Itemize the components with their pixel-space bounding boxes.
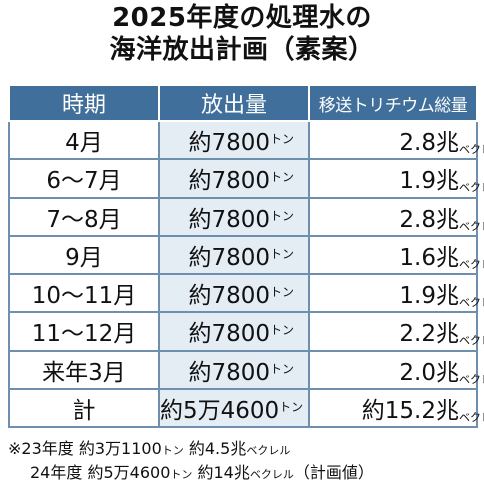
amount-value: 約7800	[188, 244, 270, 271]
title-line-2: 海洋放出計画（素案）	[109, 35, 375, 65]
ton-unit: トン	[269, 323, 294, 338]
tritium-value: 1.9	[399, 168, 436, 195]
note-amount: 約3万1100	[78, 439, 162, 458]
period-cell: 6～7月	[8, 158, 160, 199]
becquerel-unit: ベクレル	[459, 257, 484, 271]
ton-unit: トン	[269, 285, 294, 300]
period-cell: 11～12月	[8, 311, 160, 352]
becquerel-unit: ベクレル	[459, 296, 484, 310]
note-bq-unit: ベクレル	[246, 444, 291, 457]
tritium-value: 2.8	[399, 206, 436, 233]
trillion-unit: 兆	[436, 206, 459, 233]
note-bq-unit: ベクレル	[249, 468, 294, 481]
tritium-cell: 2.8兆ベクレル	[308, 196, 484, 237]
becquerel-unit: ベクレル	[459, 410, 484, 424]
tritium-value: 2.8	[399, 130, 436, 157]
tritium-cell: 2.0兆ベクレル	[308, 349, 484, 390]
tritium-cell: 1.9兆ベクレル	[308, 272, 484, 314]
amount-value: 約5万4600	[160, 397, 280, 424]
amount-cell: 約7800トン	[158, 272, 310, 314]
note-tritium: 約4.5兆	[188, 439, 247, 458]
amount-cell: 約7800トン	[158, 311, 310, 352]
tritium-value: 1.9	[399, 283, 436, 310]
ton-unit: トン	[269, 246, 294, 261]
amount-value: 約7800	[188, 168, 270, 195]
tritium-cell: 2.8兆ベクレル	[308, 119, 484, 161]
note-suffix: （計画値）	[293, 463, 374, 482]
note-label: 24年度	[30, 463, 83, 482]
tritium-value: 1.6	[399, 244, 436, 271]
ton-unit: トン	[279, 399, 304, 414]
header-amount: 放出量	[158, 84, 310, 122]
trillion-unit: 兆	[436, 168, 459, 195]
note-amount: 約5万4600	[87, 463, 171, 482]
trillion-unit: 兆	[436, 359, 459, 386]
header-tritium: 移送トリチウム総量	[308, 84, 478, 122]
note-ton-unit: トン	[170, 468, 193, 481]
trillion-unit: 兆	[436, 244, 459, 271]
amount-cell: 約7800トン	[158, 119, 310, 161]
becquerel-unit: ベクレル	[459, 143, 484, 157]
table-header-row: 時期 放出量 移送トリチウム総量	[8, 84, 478, 122]
becquerel-unit: ベクレル	[459, 372, 484, 386]
ton-unit: トン	[269, 361, 294, 376]
trillion-unit: 兆	[436, 397, 459, 424]
tritium-value: 2.0	[399, 359, 436, 386]
note-ton-unit: トン	[161, 444, 184, 457]
ton-unit: トン	[269, 170, 294, 185]
period-cell: 10～11月	[8, 272, 160, 314]
tritium-cell: 約15.2兆ベクレル	[308, 387, 484, 429]
title-line-1: 2025年度の処理水の	[112, 3, 372, 33]
ton-unit: トン	[269, 132, 294, 147]
trillion-unit: 兆	[436, 283, 459, 310]
amount-value: 約7800	[188, 130, 270, 157]
note-fy24: 24年度 約5万4600トン 約14兆ベクレル（計画値）	[30, 462, 374, 486]
becquerel-unit: ベクレル	[459, 219, 484, 233]
tritium-cell: 1.9兆ベクレル	[308, 158, 484, 199]
ton-unit: トン	[269, 208, 294, 223]
tritium-value: 2.2	[399, 321, 436, 348]
period-cell: 来年3月	[8, 349, 160, 390]
amount-cell: 約7800トン	[158, 234, 310, 276]
amount-cell: 約7800トン	[158, 349, 310, 390]
header-period: 時期	[8, 84, 160, 122]
release-plan-table: 時期 放出量 移送トリチウム総量 4月約7800トン2.8兆ベクレル6～7月約7…	[8, 84, 484, 429]
becquerel-unit: ベクレル	[459, 181, 484, 195]
tritium-cell: 2.2兆ベクレル	[308, 311, 484, 352]
amount-value: 約7800	[188, 359, 270, 386]
period-cell: 9月	[8, 234, 160, 276]
note-tritium: 約14兆	[197, 463, 250, 482]
amount-cell: 約5万4600トン	[158, 387, 310, 429]
note-fy23: ※23年度 約3万1100トン 約4.5兆ベクレル	[8, 438, 290, 462]
period-cell: 4月	[8, 119, 160, 161]
amount-value: 約7800	[188, 206, 270, 233]
trillion-unit: 兆	[436, 130, 459, 157]
amount-value: 約7800	[188, 283, 270, 310]
amount-cell: 約7800トン	[158, 196, 310, 237]
amount-value: 約7800	[188, 321, 270, 348]
tritium-value: 約15.2	[361, 397, 436, 424]
note-label: ※23年度	[8, 439, 74, 458]
period-cell: 7～8月	[8, 196, 160, 237]
amount-cell: 約7800トン	[158, 158, 310, 199]
trillion-unit: 兆	[436, 321, 459, 348]
period-cell: 計	[8, 387, 160, 429]
tritium-cell: 1.6兆ベクレル	[308, 234, 484, 276]
becquerel-unit: ベクレル	[459, 334, 484, 348]
